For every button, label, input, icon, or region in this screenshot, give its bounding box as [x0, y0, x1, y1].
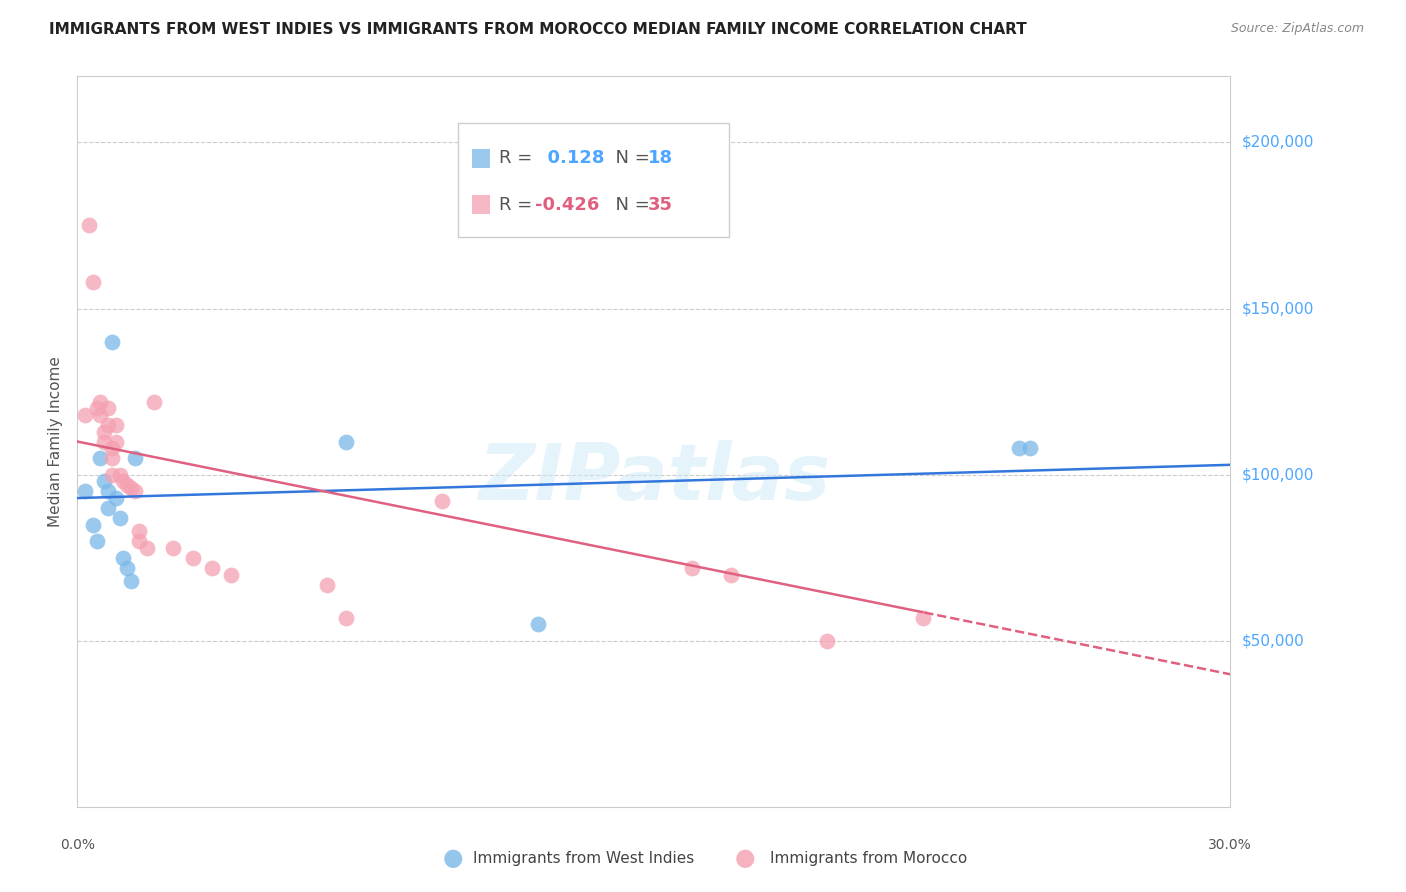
Point: [86, 401, 108, 416]
Point: [77, 219, 100, 233]
Point: [335, 434, 357, 449]
Text: Immigrants from Morocco: Immigrants from Morocco: [770, 851, 967, 865]
Point: [82, 517, 104, 532]
Point: [101, 441, 124, 455]
Y-axis label: Median Family Income: Median Family Income: [48, 356, 63, 527]
Point: [219, 567, 242, 582]
Text: 0.128: 0.128: [536, 150, 605, 168]
Point: [335, 611, 357, 625]
Point: [97, 417, 120, 432]
Text: N =: N =: [605, 150, 655, 168]
Point: [101, 467, 124, 482]
Point: [124, 451, 146, 466]
Text: Immigrants from West Indies: Immigrants from West Indies: [472, 851, 695, 865]
Text: ZIPatlas: ZIPatlas: [478, 440, 830, 516]
Point: [432, 494, 454, 508]
Text: 18: 18: [648, 150, 673, 168]
Text: $50,000: $50,000: [1241, 633, 1305, 648]
Text: -0.426: -0.426: [536, 195, 600, 213]
Point: [93, 425, 115, 439]
Point: [73, 408, 96, 422]
Point: [117, 561, 139, 575]
Point: [104, 417, 127, 432]
Text: R =: R =: [499, 195, 538, 213]
Text: $200,000: $200,000: [1241, 135, 1313, 150]
Point: [1019, 441, 1042, 455]
Point: [108, 467, 131, 482]
Point: [143, 394, 166, 409]
Point: [101, 451, 124, 466]
Point: [815, 634, 838, 648]
Point: [181, 550, 204, 565]
Point: [1008, 441, 1031, 455]
Point: [89, 394, 111, 409]
Point: [120, 481, 142, 495]
Point: [82, 275, 104, 289]
Text: Source: ZipAtlas.com: Source: ZipAtlas.com: [1230, 22, 1364, 36]
Point: [97, 501, 120, 516]
Point: [112, 550, 135, 565]
Point: [527, 617, 550, 632]
Point: [681, 561, 703, 575]
Point: [104, 434, 127, 449]
Point: [89, 451, 111, 466]
Point: [112, 475, 135, 489]
Point: [101, 334, 124, 349]
Point: [120, 574, 142, 589]
Point: [93, 434, 115, 449]
Point: [135, 541, 157, 555]
Point: [104, 491, 127, 505]
Point: [97, 484, 120, 499]
Point: [93, 475, 115, 489]
Point: [73, 484, 96, 499]
Point: [162, 541, 184, 555]
Point: [128, 524, 150, 539]
Point: [117, 477, 139, 491]
Point: [911, 611, 934, 625]
Text: $100,000: $100,000: [1241, 467, 1313, 483]
Point: [128, 534, 150, 549]
Text: $150,000: $150,000: [1241, 301, 1313, 316]
Point: [316, 577, 339, 591]
Text: R =: R =: [499, 150, 538, 168]
Point: [86, 534, 108, 549]
Text: ●: ●: [735, 847, 755, 870]
Text: 30.0%: 30.0%: [1208, 838, 1253, 852]
Point: [108, 511, 131, 525]
Point: [89, 408, 111, 422]
Point: [720, 567, 742, 582]
Point: [124, 484, 146, 499]
Text: ●: ●: [443, 847, 463, 870]
Text: IMMIGRANTS FROM WEST INDIES VS IMMIGRANTS FROM MOROCCO MEDIAN FAMILY INCOME CORR: IMMIGRANTS FROM WEST INDIES VS IMMIGRANT…: [49, 22, 1026, 37]
Text: 35: 35: [648, 195, 673, 213]
Text: 0.0%: 0.0%: [60, 838, 94, 852]
Point: [201, 561, 224, 575]
Text: N =: N =: [605, 195, 655, 213]
Point: [97, 401, 120, 416]
